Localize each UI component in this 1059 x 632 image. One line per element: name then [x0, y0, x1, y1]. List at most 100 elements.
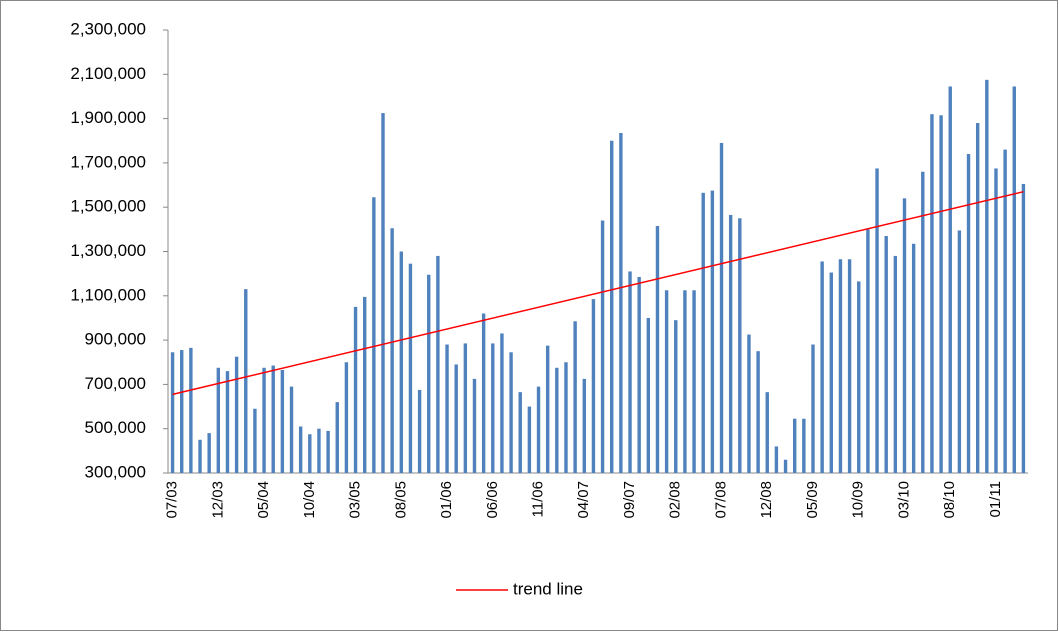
- y-tick-label: 300,000: [85, 462, 146, 481]
- bar: [902, 198, 907, 473]
- bar: [857, 281, 861, 473]
- bar: [436, 255, 440, 473]
- bar: [591, 299, 596, 473]
- bar: [738, 218, 742, 473]
- bar: [710, 190, 715, 473]
- y-tick-label: 2,100,000: [70, 64, 146, 83]
- bar: [655, 226, 660, 473]
- y-tick-label: 1,700,000: [70, 152, 146, 171]
- bar: [280, 370, 285, 473]
- bar: [244, 289, 248, 473]
- bar: [975, 123, 980, 473]
- bar: [728, 214, 733, 473]
- bar: [811, 344, 815, 473]
- bar: [985, 79, 989, 474]
- bar: [875, 168, 879, 473]
- bar: [939, 115, 943, 473]
- bar: [207, 433, 211, 473]
- x-tick-label: 07/08: [712, 481, 729, 519]
- y-tick-label: 700,000: [85, 374, 146, 393]
- x-tick-label: 12/03: [209, 481, 226, 519]
- bar: [536, 386, 541, 473]
- bar: [756, 351, 760, 473]
- bar: [326, 430, 330, 473]
- bar: [555, 367, 559, 473]
- bar: [820, 261, 824, 473]
- bar: [838, 259, 843, 473]
- bar: [893, 255, 898, 473]
- x-tick-label: 04/07: [575, 481, 592, 519]
- bar: [225, 371, 230, 473]
- trend-line: [172, 190, 1024, 396]
- legend-label: trend line: [513, 579, 583, 598]
- bar: [701, 192, 705, 474]
- bar: [472, 378, 477, 473]
- bar: [189, 347, 193, 473]
- x-tick-label: 08/10: [941, 481, 958, 519]
- bar: [317, 428, 321, 473]
- bar: [335, 402, 339, 473]
- bar: [683, 290, 687, 473]
- bar: [198, 439, 202, 473]
- bar: [481, 313, 486, 473]
- bar: [921, 171, 925, 473]
- bar: [500, 333, 504, 473]
- bar: [234, 356, 239, 473]
- bar: [509, 352, 513, 473]
- bar: [829, 272, 833, 473]
- bar: [399, 251, 403, 473]
- bar: [948, 86, 952, 474]
- bar: [344, 362, 349, 473]
- bar: [445, 344, 449, 473]
- bar: [463, 343, 468, 473]
- bar: [619, 132, 623, 473]
- x-tick-label: 12/08: [758, 481, 775, 519]
- bar: [262, 367, 266, 473]
- x-tick-label: 10/09: [850, 481, 867, 519]
- x-tick-label: 03/05: [347, 481, 364, 519]
- x-tick-label: 03/10: [895, 481, 912, 519]
- bar: [719, 142, 724, 473]
- y-tick-label: 2,300,000: [70, 19, 146, 38]
- bar: [628, 271, 632, 473]
- bar: [994, 168, 998, 473]
- bar: [271, 365, 275, 473]
- bar: [747, 334, 751, 473]
- bar: [802, 418, 806, 473]
- x-tick-label: 06/06: [484, 481, 501, 519]
- y-tick-label: 1,500,000: [70, 197, 146, 216]
- bar: [408, 263, 413, 473]
- bar: [793, 418, 797, 473]
- bar: [289, 386, 294, 473]
- bar: [582, 378, 586, 473]
- bar: [372, 197, 376, 474]
- y-tick-label: 1,900,000: [70, 108, 146, 127]
- bar: [1003, 149, 1007, 474]
- bar: [180, 350, 184, 473]
- bar: [298, 426, 303, 473]
- x-tick-label: 02/08: [667, 481, 684, 519]
- bar: [911, 243, 916, 473]
- bar: [427, 274, 431, 473]
- bar: [381, 113, 385, 473]
- bar: [527, 406, 532, 473]
- bar: [930, 114, 934, 474]
- bar: [646, 317, 651, 473]
- y-tick-label: 1,300,000: [70, 241, 146, 260]
- x-tick-label: 08/05: [392, 481, 409, 519]
- bar: [774, 446, 779, 473]
- x-tick-label: 05/04: [255, 481, 272, 519]
- y-tick-label: 900,000: [85, 330, 146, 349]
- bar: [308, 434, 312, 473]
- bar: [637, 276, 641, 473]
- bar: [847, 259, 852, 473]
- bar: [600, 220, 605, 473]
- bar: [966, 154, 971, 474]
- bar: [692, 290, 696, 473]
- bar: [1021, 183, 1026, 473]
- bar: [170, 352, 175, 473]
- bar: [664, 290, 669, 473]
- bar: [674, 320, 678, 473]
